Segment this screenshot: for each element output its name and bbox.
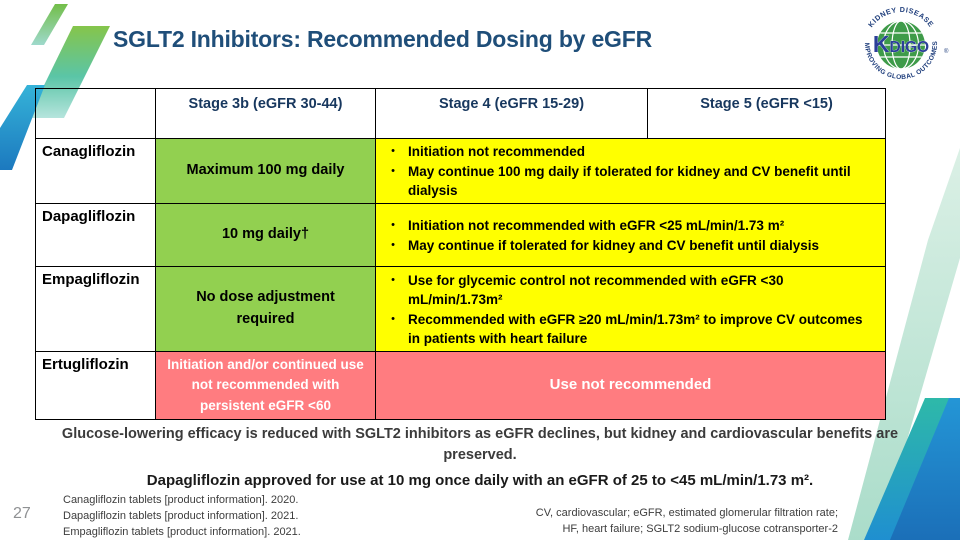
logo-wordmark: KDIGO: [873, 31, 929, 57]
header-row: Stage 3b (eGFR 30-44) Stage 4 (eGFR 15-2…: [35, 88, 886, 139]
reference-line: Dapagliflozin tablets [product informati…: [63, 510, 299, 522]
list-item: • May continue if tolerated for kidney an…: [378, 236, 877, 255]
stage3b-cell: Initiation and/or continued use not reco…: [155, 351, 376, 420]
bullet-icon: •: [391, 145, 395, 157]
page-number: 27: [13, 505, 31, 522]
list-item: • May continue 100 mg daily if tolerated …: [378, 162, 877, 200]
stage45-cell: Use not recommended: [375, 351, 886, 420]
efficacy-note: Glucose-lowering efficacy is reduced wit…: [61, 426, 899, 463]
drug-name: Ertugliflozin: [35, 351, 156, 420]
header-empty-cell: [35, 88, 156, 139]
stripe-blue-corner: [890, 398, 960, 540]
reference-line: Canagliflozin tablets [product informati…: [63, 494, 299, 506]
list-item: • Initiation not recommended: [378, 142, 877, 161]
table-row-ertugliflozin: Ertugliflozin Initiation and/or continue…: [35, 351, 886, 420]
list-item: • Initiation not recommended with eGFR <2…: [378, 216, 877, 235]
header-stage5: Stage 5 (eGFR <15): [647, 88, 886, 139]
bullet-icon: •: [391, 238, 395, 251]
drug-name: Dapagliflozin: [35, 203, 156, 267]
drug-name: Empagliflozin: [35, 266, 156, 352]
stripe-mint-backdrop: [848, 148, 960, 540]
bullet-icon: •: [391, 273, 395, 286]
header-stage3b: Stage 3b (eGFR 30-44): [155, 88, 376, 139]
dosing-table: Stage 3b (eGFR 30-44) Stage 4 (eGFR 15-2…: [35, 88, 886, 420]
stage45-cell: • Initiation not recommended • May continu…: [375, 138, 886, 204]
abbreviation-line: HF, heart failure; SGLT2 sodium-glucose …: [562, 523, 838, 535]
bullet-text: May continue if tolerated for kidney and…: [408, 237, 820, 253]
drug-name: Canagliflozin: [35, 138, 156, 204]
bullet-text: May continue 100 mg daily if tolerated f…: [408, 164, 851, 198]
list-item: • Use for glycemic control not recommende…: [378, 271, 877, 309]
stage45-cell: • Use for glycemic control not recommende…: [375, 266, 886, 352]
stage45-cell: • Initiation not recommended with eGFR <2…: [375, 203, 886, 267]
dapagliflozin-approval-note: Dapagliflozin approved for use at 10 mg …: [146, 472, 814, 489]
abbreviation-line: CV, cardiovascular; eGFR, estimated glom…: [535, 507, 838, 519]
bullet-text: Initiation not recommended with eGFR <25…: [408, 217, 785, 233]
stage3b-cell: Maximum 100 mg daily: [155, 138, 376, 204]
page-title: SGLT2 Inhibitors: Recommended Dosing by …: [113, 26, 652, 52]
table-row-dapagliflozin: Dapagliflozin 10 mg daily† • Initiation n…: [35, 203, 886, 267]
stripe-small-green: [31, 4, 68, 45]
bullet-text: Recommended with eGFR ≥20 mL/min/1.73m² …: [408, 311, 863, 346]
bullet-icon: •: [391, 312, 395, 325]
list-item: • Recommended with eGFR ≥20 mL/min/1.73m²…: [378, 310, 877, 348]
bullet-text: Initiation not recommended: [408, 144, 586, 159]
bullet-icon: •: [391, 218, 395, 231]
bullet-text: Use for glycemic control not recommended…: [408, 272, 784, 307]
reference-line: Empagliflozin tablets [product informati…: [63, 526, 301, 538]
table-row-canagliflozin: Canagliflozin Maximum 100 mg daily • Init…: [35, 138, 886, 204]
stripe-teal-blue: [864, 398, 957, 540]
table-row-empagliflozin: Empagliflozin No dose adjustment require…: [35, 266, 886, 352]
stage3b-cell: 10 mg daily†: [155, 203, 376, 267]
stage3b-cell: No dose adjustment required: [155, 266, 376, 352]
stripe-blue-left: [0, 85, 45, 170]
abbreviations: CV, cardiovascular; eGFR, estimated glom…: [536, 505, 838, 537]
references: Canagliflozin tablets [product informati…: [63, 492, 301, 540]
kdigo-logo: KIDNEY DISEASE IMPROVING GLOBAL OUTCOMES…: [849, 3, 949, 81]
header-stage4: Stage 4 (eGFR 15-29): [375, 88, 648, 139]
bullet-icon: •: [391, 165, 395, 177]
registered-mark: ®: [944, 48, 949, 55]
